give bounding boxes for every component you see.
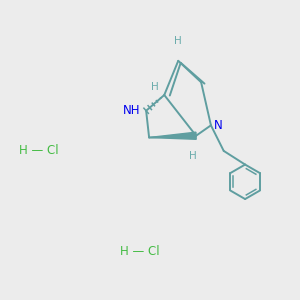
Text: H: H bbox=[174, 36, 182, 46]
Text: NH: NH bbox=[123, 104, 140, 117]
Text: H — Cl: H — Cl bbox=[19, 143, 59, 157]
Text: N: N bbox=[214, 119, 223, 132]
Text: H: H bbox=[189, 151, 197, 160]
Text: H: H bbox=[151, 82, 158, 92]
Text: H — Cl: H — Cl bbox=[120, 244, 160, 258]
Polygon shape bbox=[149, 132, 196, 139]
